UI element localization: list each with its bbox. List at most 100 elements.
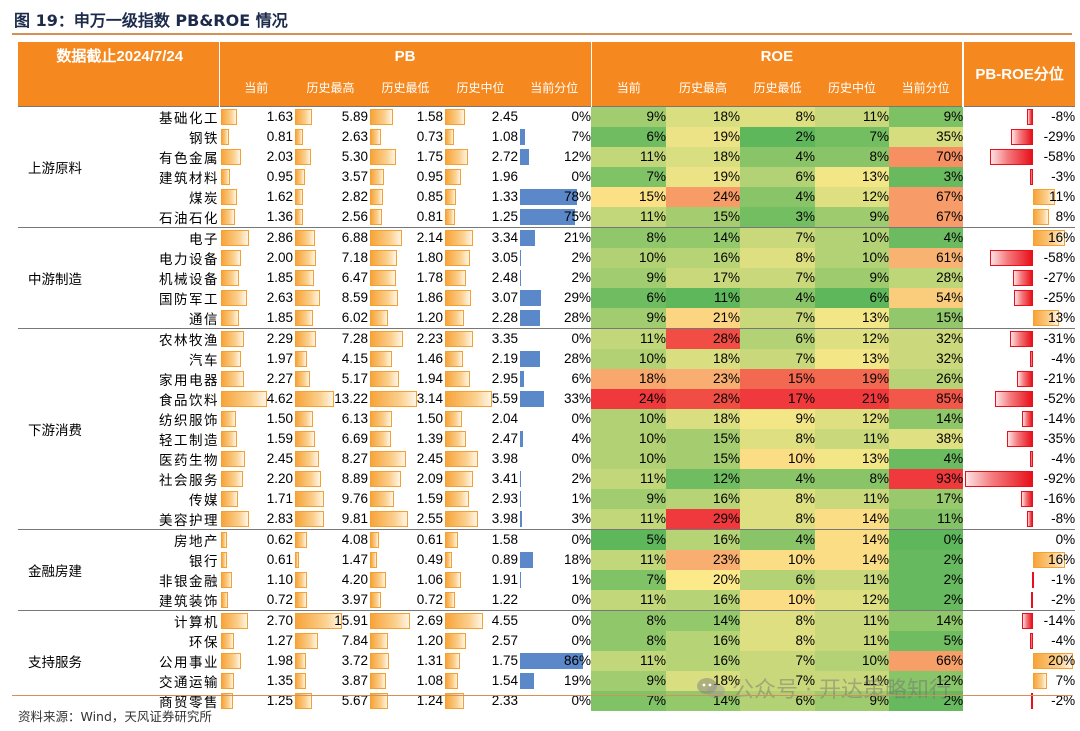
pb-high-cell: 8.27 bbox=[293, 449, 368, 469]
pb-low-cell: 1.20 bbox=[368, 308, 443, 329]
pb-median-cell: 5.59 bbox=[443, 389, 518, 409]
pbroe-positive-bar bbox=[1032, 208, 1049, 225]
pbroe-negative-bar bbox=[1009, 330, 1033, 347]
pb-high-cell: 6.88 bbox=[293, 226, 369, 248]
pbroe-cell: -1% bbox=[963, 570, 1075, 590]
pb-percentile-cell: 0% bbox=[518, 105, 592, 127]
pb-percentile-bar bbox=[520, 490, 521, 507]
roe-current-cell: 11% bbox=[591, 468, 667, 489]
pb-low-cell: 1.86 bbox=[368, 288, 443, 308]
pb-high-value: 7.18 bbox=[341, 250, 369, 265]
pb-current-value: 2.03 bbox=[266, 149, 294, 164]
industry-name: 环保 bbox=[189, 634, 220, 650]
pb-high-value: 8.59 bbox=[341, 290, 369, 305]
table-row: 建筑装饰 0.72 3.97 0.72 1.22 0% 11% 16% 10% 12% 2% -2% bbox=[18, 589, 1075, 610]
pb-current-cell: 1.50 bbox=[219, 409, 293, 429]
pb-current-value: 1.36 bbox=[266, 209, 294, 224]
pb-percentile-value: 2% bbox=[571, 270, 592, 285]
pb-bar bbox=[370, 108, 394, 125]
roe-median-cell: 8% bbox=[815, 146, 890, 167]
pb-bar bbox=[295, 148, 311, 165]
pb-percentile-bar bbox=[520, 672, 534, 689]
pb-bar bbox=[370, 128, 381, 145]
pb-bar bbox=[445, 612, 483, 629]
pb-median-value: 3.07 bbox=[491, 290, 519, 305]
table-body: 上游原料 基础化工 1.63 5.89 1.58 2.45 0% 9% 18% 8% 11% 9% -8… bbox=[18, 105, 1076, 711]
pb-bar bbox=[295, 370, 311, 387]
pb-median-cell: 1.75 bbox=[443, 651, 518, 671]
roe-median-cell: 13% bbox=[815, 166, 890, 187]
pb-median-cell: 2.72 bbox=[443, 147, 518, 167]
roe-high-cell: 23% bbox=[666, 549, 741, 570]
pb-median-value: 1.08 bbox=[491, 129, 519, 144]
pb-current-cell: 2.83 bbox=[219, 509, 293, 530]
pb-current-cell: 2.86 bbox=[219, 226, 294, 248]
pb-current-cell: 4.62 bbox=[219, 389, 293, 409]
industry-name: 非银金融 bbox=[159, 573, 220, 589]
roe-current-cell: 11% bbox=[591, 549, 667, 570]
roe-low-cell: 7% bbox=[740, 307, 816, 328]
pb-low-value: 2.23 bbox=[416, 331, 444, 346]
pb-current-value: 2.86 bbox=[266, 230, 294, 245]
pb-current-cell: 2.70 bbox=[219, 609, 294, 631]
pb-percentile-cell: 12% bbox=[518, 147, 591, 167]
pb-bar bbox=[445, 551, 453, 568]
roe-median-cell: 11% bbox=[815, 569, 890, 590]
pb-bar bbox=[221, 188, 238, 205]
pb-median-cell: 2.19 bbox=[443, 349, 518, 369]
pb-high-cell: 15.91 bbox=[293, 609, 369, 631]
pb-percentile-cell: 0% bbox=[518, 327, 592, 349]
table-row: 电力设备 2.00 7.18 1.80 3.05 2% 10% 16% 8% 10% 61% -58% bbox=[18, 247, 1075, 268]
roe-percentile-cell: 14% bbox=[889, 408, 964, 429]
roe-median-cell: 12% bbox=[815, 327, 890, 349]
pb-bar bbox=[445, 490, 470, 507]
pbroe-cell: -58% bbox=[963, 248, 1075, 268]
table-row: 机械设备 1.85 6.47 1.78 2.48 2% 9% 17% 7% 9% 28% -27% bbox=[18, 267, 1075, 288]
roe-high-cell: 29% bbox=[666, 508, 741, 529]
pb-current-cell: 1.71 bbox=[219, 489, 293, 509]
roe-low-cell: 7% bbox=[740, 267, 816, 288]
source-note: 资料来源：Wind，天风证券研究所 bbox=[18, 709, 212, 724]
roe-high-cell: 28% bbox=[666, 327, 741, 349]
pb-bar bbox=[221, 571, 232, 588]
pb-col-median: 历史中位 bbox=[443, 70, 519, 106]
pb-high-value: 5.67 bbox=[341, 693, 369, 708]
pbroe-negative-bar bbox=[1029, 350, 1033, 367]
pb-percentile-cell: 78% bbox=[518, 187, 591, 207]
pb-percentile-cell: 28% bbox=[518, 349, 591, 369]
roe-percentile-cell: 5% bbox=[889, 630, 964, 651]
pb-bar bbox=[221, 249, 241, 266]
pb-current-cell: 2.03 bbox=[219, 147, 293, 167]
pb-bar bbox=[370, 591, 381, 608]
pb-median-cell: 2.57 bbox=[443, 631, 518, 651]
pb-current-value: 1.59 bbox=[266, 431, 294, 446]
pb-low-value: 2.45 bbox=[416, 451, 444, 466]
roe-median-cell: 12% bbox=[815, 589, 890, 610]
table-row: 环保 1.27 7.84 1.20 2.57 0% 8% 16% 8% 11% 5% -4% bbox=[18, 630, 1075, 651]
pb-high-value: 2.56 bbox=[341, 209, 369, 224]
pb-current-value: 1.98 bbox=[266, 653, 294, 668]
pb-current-cell: 1.59 bbox=[219, 429, 293, 449]
industry-name: 传媒 bbox=[189, 492, 220, 508]
pb-low-cell: 0.73 bbox=[368, 127, 443, 147]
roe-current-cell: 10% bbox=[591, 448, 667, 469]
pb-percentile-bar bbox=[520, 249, 522, 266]
roe-low-cell: 7% bbox=[740, 348, 816, 369]
pb-low-value: 1.31 bbox=[416, 653, 444, 668]
industry-name: 计算机 bbox=[92, 609, 220, 631]
pb-current-cell: 1.97 bbox=[219, 349, 293, 369]
roe-low-cell: 7% bbox=[740, 650, 816, 671]
pbroe-positive-bar bbox=[1032, 551, 1065, 568]
pb-bar bbox=[295, 188, 304, 205]
table-row: 国防军工 2.63 8.59 1.86 3.07 29% 6% 11% 4% 6% 54% -25% bbox=[18, 287, 1075, 308]
pb-low-cell: 1.20 bbox=[368, 631, 443, 651]
pb-median-value: 2.57 bbox=[491, 633, 519, 648]
pb-high-cell: 3.57 bbox=[293, 167, 368, 187]
pb-bar bbox=[221, 410, 236, 427]
roe-current-cell: 11% bbox=[591, 508, 667, 529]
pb-bar bbox=[445, 450, 479, 467]
pb-current-value: 2.00 bbox=[266, 250, 294, 265]
pbroe-cell: -4% bbox=[963, 631, 1075, 651]
roe-percentile-cell: 93% bbox=[889, 468, 964, 489]
pb-high-cell: 5.17 bbox=[293, 369, 368, 389]
